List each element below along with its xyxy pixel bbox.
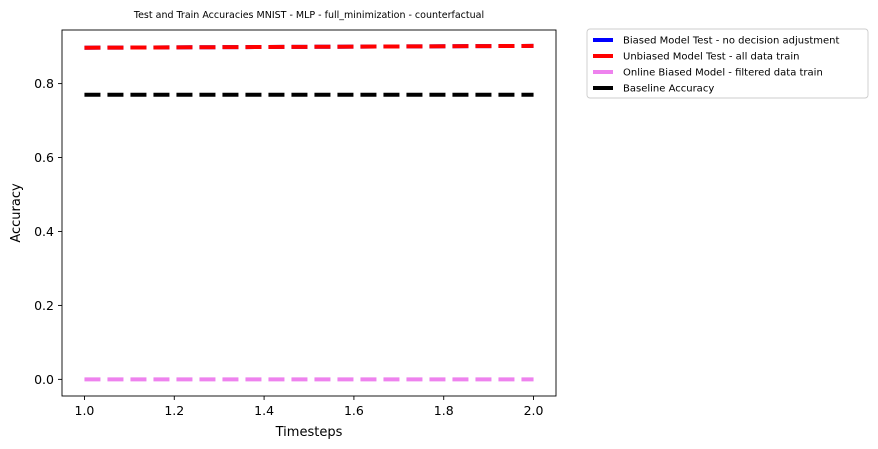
x-tick-label: 1.6 [344, 403, 364, 418]
y-tick-label: 0.4 [34, 224, 54, 239]
legend-entry-4: Baseline Accuracy [623, 84, 714, 95]
y-tick-label: 0.6 [34, 150, 54, 165]
x-tick-label: 2.0 [524, 403, 544, 418]
x-tick-label: 1.8 [434, 403, 454, 418]
legend-entry-1: Biased Model Test - no decision adjustme… [623, 36, 840, 47]
legend-frame [586, 28, 869, 99]
series-layer [84, 43, 534, 382]
x-tick-label: 1.2 [164, 403, 184, 418]
x-axis: 1.0 1.2 1.4 1.6 1.8 2.0 [75, 396, 544, 418]
x-axis-label: Timesteps [275, 425, 343, 440]
y-axis: 0.0 0.2 0.4 0.6 0.8 [34, 76, 62, 387]
legend: Biased Model Test - no decision adjustme… [586, 28, 869, 99]
y-tick-label: 0.0 [34, 372, 54, 387]
chart-title: Test and Train Accuracies MNIST - MLP - … [133, 10, 484, 21]
plot-frame [61, 29, 557, 397]
x-tick-label: 1.4 [254, 403, 274, 418]
series-line-2 [84, 43, 534, 50]
legend-entry-2: Unbiased Model Test - all data train [623, 52, 800, 63]
y-tick-label: 0.2 [34, 298, 54, 313]
y-tick-label: 0.8 [34, 76, 54, 91]
legend-entry-3: Online Biased Model - filtered data trai… [623, 68, 823, 79]
x-tick-label: 1.0 [75, 403, 95, 418]
y-axis-label: Accuracy [9, 183, 24, 243]
